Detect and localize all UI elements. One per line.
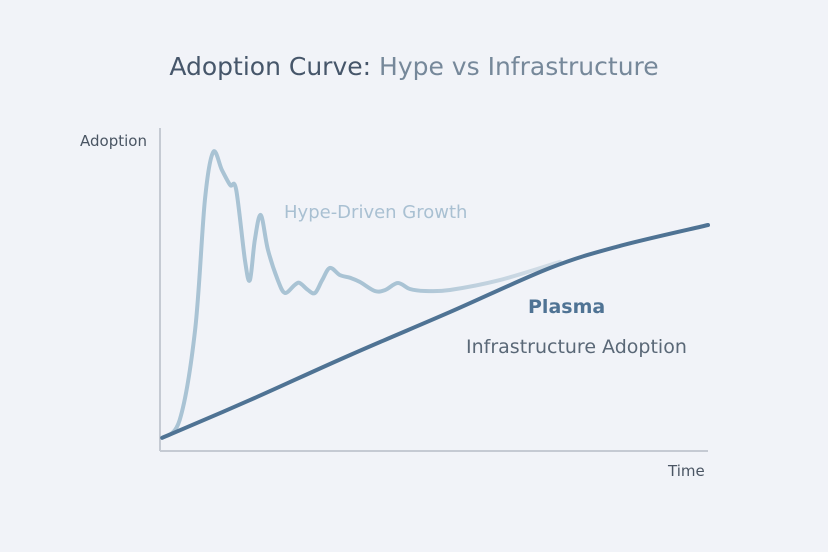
plasma-series-line [160,223,710,440]
hype-series-line [160,149,562,440]
hype-series-label: Hype-Driven Growth [284,202,468,223]
chart-title-sub: Hype vs Infrastructure [379,52,659,81]
chart-title: Adoption Curve: Hype vs Infrastructure [0,52,828,81]
chart-title-main: Adoption Curve: [169,52,372,81]
y-axis-label: Adoption [80,132,147,150]
plasma-series-label: Plasma [528,296,606,318]
x-axis-label: Time [668,462,705,480]
plasma-series-subtitle: Infrastructure Adoption [466,336,687,358]
